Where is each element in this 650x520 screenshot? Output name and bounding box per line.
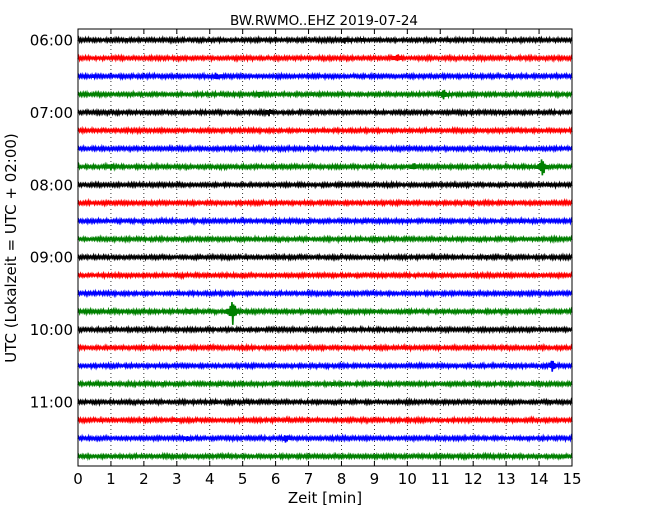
trace-0600 <box>77 34 573 46</box>
trace-1130 <box>77 433 573 444</box>
trace-0815 <box>77 197 573 208</box>
trace-0800 <box>77 179 573 190</box>
trace-1030 <box>77 360 573 372</box>
seismogram-traces <box>77 34 573 462</box>
x-tick-label: 2 <box>139 470 149 488</box>
x-tick-label: 6 <box>271 470 281 488</box>
grid-lines <box>110 29 540 466</box>
x-axis-label: Zeit [min] <box>288 489 362 507</box>
trace-0700 <box>77 107 573 118</box>
trace-0845 <box>77 234 573 245</box>
trace-0915 <box>77 270 573 281</box>
x-tick-label: 4 <box>205 470 215 488</box>
x-tick-label: 11 <box>431 470 450 488</box>
y-axis-ticks: 06:00 07:00 08:00 09:00 10:00 11:00 <box>30 32 572 412</box>
trace-1015 <box>77 342 573 353</box>
trace-0900 <box>77 252 573 263</box>
trace-0830 <box>77 215 573 226</box>
x-tick-label: 12 <box>464 470 483 488</box>
x-tick-label: 3 <box>172 470 182 488</box>
x-tick-label: 5 <box>238 470 248 488</box>
y-tick-label: 11:00 <box>30 394 73 412</box>
x-tick-label: 14 <box>530 470 549 488</box>
x-tick-label: 13 <box>497 470 516 488</box>
trace-1045 <box>77 378 573 389</box>
plot-frame <box>77 28 573 467</box>
y-axis-label: UTC (Lokalzeit = UTC + 02:00) <box>2 133 20 363</box>
chart-title: BW.RWMO..EHZ 2019-07-24 <box>230 13 418 29</box>
y-tick-label: 10:00 <box>30 321 73 339</box>
trace-1145 <box>77 451 573 462</box>
trace-0645 <box>77 89 573 100</box>
trace-1000 <box>77 324 573 335</box>
trace-0730 <box>77 143 573 154</box>
y-tick-label: 07:00 <box>30 104 73 122</box>
trace-0630 <box>77 71 573 82</box>
x-tick-label: 10 <box>398 470 417 488</box>
trace-0930 <box>77 288 573 299</box>
trace-1100 <box>77 397 573 408</box>
y-tick-label: 09:00 <box>30 249 73 267</box>
y-tick-label: 06:00 <box>30 32 73 50</box>
x-tick-label: 9 <box>370 470 380 488</box>
x-axis-ticks: 0 1 2 3 4 5 6 7 8 9 10 11 12 13 14 15 <box>73 29 582 488</box>
x-tick-label: 7 <box>304 470 314 488</box>
trace-0945 <box>77 302 573 325</box>
y-tick-label: 08:00 <box>30 176 73 194</box>
x-tick-label: 15 <box>562 470 581 488</box>
trace-0615 <box>77 53 573 64</box>
x-tick-label: 1 <box>106 470 116 488</box>
trace-0745 <box>77 159 573 176</box>
trace-1115 <box>77 415 573 426</box>
x-tick-label: 0 <box>73 470 83 488</box>
trace-0715 <box>77 125 573 136</box>
x-tick-label: 8 <box>337 470 347 488</box>
